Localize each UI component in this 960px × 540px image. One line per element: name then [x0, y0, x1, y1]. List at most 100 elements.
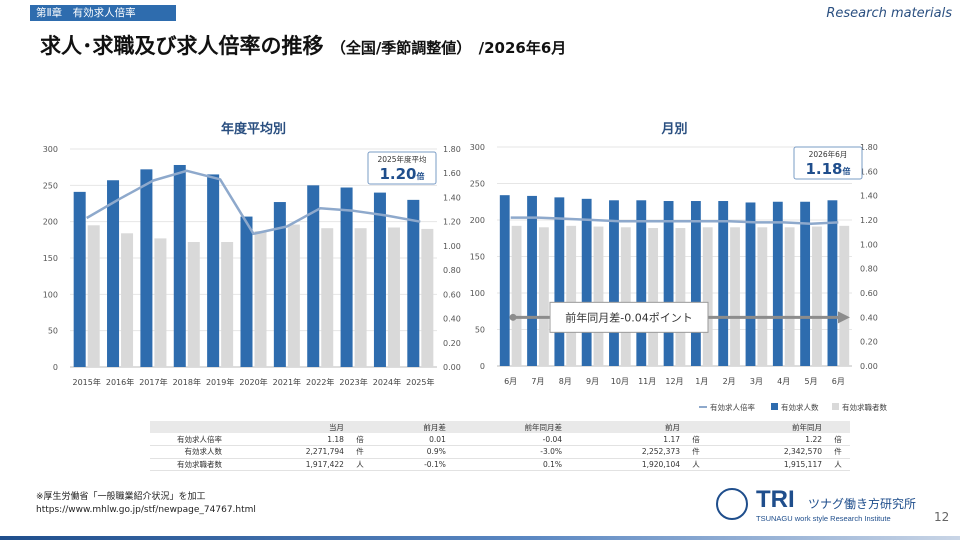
cell-prev: 1,920,104 — [566, 458, 684, 471]
cell-unit: 人 — [826, 458, 850, 471]
y-tick-left: 100 — [43, 290, 58, 299]
summary-table: 当月 前月差 前年同月差 前月 前年同月 有効求人倍率 1.18 倍 0.01 … — [150, 421, 850, 471]
y-tick-right: 1.40 — [443, 193, 461, 202]
source-url[interactable]: https://www.mhlw.go.jp/stf/newpage_74767… — [36, 505, 256, 515]
table-header-blank — [150, 421, 230, 433]
x-tick: 2024年 — [373, 377, 401, 387]
chart-title: 月別 — [660, 122, 687, 137]
bar-openings — [609, 200, 619, 366]
y-tick-left: 250 — [470, 180, 485, 189]
bar-openings — [340, 187, 353, 367]
bar-seekers — [354, 228, 367, 367]
x-tick: 7月 — [531, 377, 544, 386]
y-tick-left: 300 — [43, 145, 58, 154]
cell-prev: 1.17 — [566, 433, 684, 446]
title-scope: （全国/季節調整値） — [330, 39, 472, 57]
title-main: 求人･求職及び求人倍率の推移 — [40, 34, 324, 58]
cell-current: 2,271,794 — [230, 445, 348, 459]
annotation-arrowhead — [838, 311, 850, 324]
bar-openings — [173, 164, 186, 367]
x-tick: 5月 — [804, 377, 817, 386]
cell-mom: 0.9% — [371, 445, 450, 459]
bar-seekers — [730, 227, 740, 366]
bar-openings — [718, 201, 729, 366]
y-tick-left: 0 — [480, 362, 485, 371]
y-tick-right: 1.80 — [443, 145, 461, 154]
bar-openings — [772, 201, 783, 366]
legend-swatch-openings — [771, 403, 778, 410]
bar-openings — [800, 201, 811, 366]
bar-seekers — [593, 226, 604, 366]
bar-seekers — [675, 228, 686, 366]
bar-openings — [745, 202, 756, 366]
y-tick-right: 0.60 — [443, 290, 461, 299]
cell-mom: -0.1% — [371, 458, 450, 471]
bar-seekers — [254, 231, 267, 367]
y-tick-right: 1.00 — [443, 242, 461, 251]
globe-icon — [716, 488, 748, 520]
cell-prev-year: 1.22 — [708, 433, 826, 446]
x-tick: 2月 — [723, 377, 736, 386]
bar-openings — [663, 201, 674, 366]
y-tick-left: 50 — [48, 327, 58, 336]
x-tick: 12月 — [665, 377, 683, 386]
x-tick: 11月 — [638, 377, 656, 386]
row-label: 有効求人数 — [150, 445, 230, 459]
cell-unit: 倍 — [684, 433, 708, 446]
x-tick: 10月 — [611, 377, 629, 386]
cell-unit: 倍 — [826, 433, 850, 446]
cell-prev: 2,252,373 — [566, 445, 684, 459]
table-header-cell: 前月差 — [371, 421, 450, 433]
x-tick: 2023年 — [339, 377, 367, 387]
bar-seekers — [387, 227, 400, 367]
y-tick-left: 300 — [470, 143, 485, 152]
y-tick-right: 0.80 — [860, 265, 878, 274]
y-tick-left: 150 — [470, 253, 485, 262]
bar-seekers — [839, 225, 850, 366]
callout-value: 1.18倍 — [805, 160, 850, 178]
table-header-blank — [347, 421, 372, 433]
logo-en: TSUNAGU work style Research Institute — [756, 514, 891, 523]
annotation-start-dot — [509, 313, 517, 321]
charts-canvas: 年度平均別 0 50 100 150 200 250 300 0.00 0.20 0.40 0.60 0… — [43, 121, 888, 412]
bar-seekers — [784, 227, 795, 366]
annotation-text: 前年同月差-0.04ポイント — [565, 310, 692, 324]
cell-unit: 件 — [347, 445, 372, 459]
y-tick-right: 0.40 — [443, 315, 461, 324]
callout-box — [367, 151, 437, 185]
table-row: 有効求職者数 1,917,422 人 -0.1% 0.1% 1,920,104 … — [150, 458, 850, 471]
row-label: 有効求人倍率 — [150, 433, 230, 446]
ratio-line — [510, 216, 839, 225]
table-header-cell: 当月 — [230, 421, 348, 433]
legend-label: 有効求人数 — [781, 402, 819, 412]
table-row: 有効求人数 2,271,794 件 0.9% -3.0% 2,252,373 件… — [150, 445, 850, 459]
research-materials-label: Research materials — [826, 6, 952, 21]
bar-openings — [207, 174, 220, 367]
table-header-cell: 前年同月差 — [449, 421, 567, 433]
x-tick: 4月 — [777, 377, 790, 386]
cell-prev-year: 1,915,117 — [708, 458, 826, 471]
table-header-blank — [826, 421, 850, 433]
bar-openings — [827, 200, 838, 366]
y-tick-left: 50 — [475, 326, 485, 335]
x-tick: 2018年 — [173, 377, 201, 387]
cell-unit: 件 — [826, 445, 850, 459]
table-row: 有効求人倍率 1.18 倍 0.01 -0.04 1.17 倍 1.22 倍 — [150, 433, 850, 446]
bar-seekers — [221, 242, 234, 367]
title-date: /2026年6月 — [478, 39, 567, 57]
bar-openings — [373, 192, 386, 367]
bar-seekers — [648, 228, 659, 366]
y-tick-right: 0.20 — [860, 338, 878, 347]
table-header-blank — [684, 421, 708, 433]
annotation-box — [549, 301, 709, 333]
x-tick: 8月 — [559, 377, 572, 386]
x-tick: 2025年 — [406, 377, 434, 387]
y-tick-left: 100 — [470, 289, 485, 298]
x-tick: 9月 — [586, 377, 599, 386]
y-tick-right: 0.20 — [443, 339, 461, 348]
y-tick-left: 200 — [470, 216, 485, 225]
y-tick-right: 1.20 — [860, 216, 878, 225]
cell-yoy: -0.04 — [449, 433, 567, 446]
x-tick: 2022年 — [306, 377, 334, 387]
bar-seekers — [121, 233, 134, 367]
